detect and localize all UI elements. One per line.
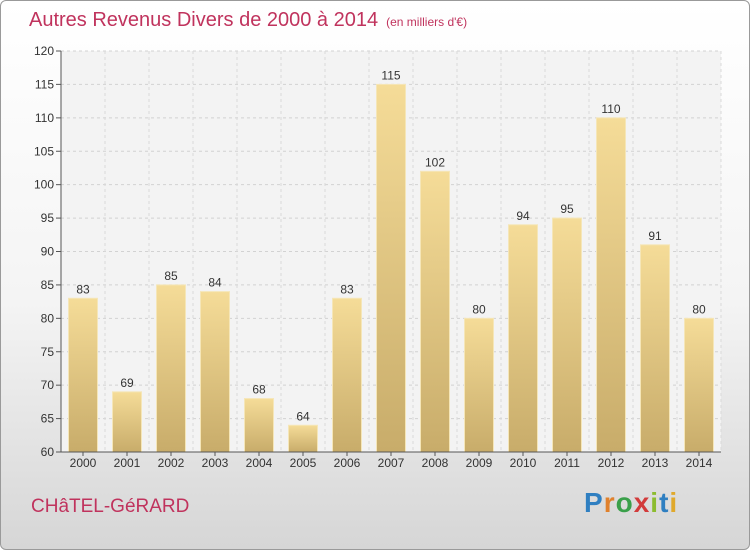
bar-value-label: 80 [472, 302, 486, 316]
bar [596, 117, 626, 453]
y-axis: 60 65 70 75 80 85 90 95 100 105 110 115 120 [34, 44, 62, 459]
y-tick-label: 60 [41, 445, 55, 459]
x-tick-label: 2013 [642, 456, 669, 470]
y-tick-label: 120 [34, 44, 54, 58]
bar [200, 291, 230, 453]
y-tick-label: 85 [41, 278, 55, 292]
x-tick-label: 2011 [554, 456, 580, 470]
x-tick-label: 2008 [422, 456, 449, 470]
y-tick-label: 65 [41, 412, 55, 426]
place-name: CHâTEL-GéRARD [31, 496, 190, 517]
bar-value-label: 80 [692, 302, 706, 316]
y-tick-label: 105 [34, 144, 54, 158]
y-tick-label: 100 [34, 178, 54, 192]
bar [288, 424, 318, 453]
bar-value-label: 110 [601, 102, 620, 116]
y-tick-label: 75 [41, 345, 55, 359]
bar-value-label: 64 [296, 409, 310, 423]
x-tick-label: 2004 [246, 456, 273, 470]
bar [420, 170, 450, 453]
bar [684, 317, 714, 453]
y-tick-label: 80 [41, 311, 55, 325]
bar-value-label: 115 [381, 68, 400, 82]
bar-value-label: 83 [76, 282, 90, 296]
bar-value-label: 83 [340, 282, 354, 296]
bar [156, 284, 186, 453]
x-tick-label: 2006 [334, 456, 361, 470]
y-tick-label: 110 [35, 111, 54, 125]
logo-letter: x [633, 487, 651, 518]
bar [244, 398, 274, 453]
value-labels: 83 69 85 84 68 64 83 115 102 80 94 95 110 91 80 [76, 68, 706, 423]
x-axis: 2000 2001 2002 2003 2004 2005 2006 2007 2008 2009… [61, 451, 721, 470]
logo-letter: t [659, 487, 670, 518]
bar [376, 83, 406, 453]
bar-value-label: 84 [208, 276, 222, 290]
y-tick-label: 115 [35, 77, 54, 91]
proxiti-logo: Proxiti [584, 487, 678, 519]
logo-letter: P [584, 487, 604, 518]
x-tick-label: 2012 [598, 456, 625, 470]
bar-value-label: 91 [648, 229, 662, 243]
y-tick-label: 90 [41, 245, 55, 259]
bar [112, 391, 142, 453]
x-tick-label: 2009 [466, 456, 493, 470]
x-tick-label: 2003 [202, 456, 229, 470]
logo-letter: i [650, 487, 660, 518]
logo-letter: o [615, 487, 634, 518]
x-tick-label: 2014 [686, 456, 713, 470]
bar-value-label: 68 [252, 383, 266, 397]
bar [464, 317, 494, 453]
bar [640, 244, 670, 453]
bar-value-label: 95 [560, 202, 574, 216]
bar [552, 217, 582, 453]
bar [332, 297, 362, 453]
y-tick-label: 70 [41, 378, 55, 392]
bar-value-label: 102 [425, 155, 445, 169]
y-tick-label: 95 [41, 211, 55, 225]
chart-subtitle: (en milliers d'€) [386, 15, 468, 29]
bar-value-label: 94 [516, 209, 530, 223]
x-tick-label: 2010 [510, 456, 537, 470]
logo-letter: r [603, 487, 616, 518]
x-tick-label: 2001 [114, 456, 141, 470]
logo-letter: i [669, 487, 679, 518]
x-tick-label: 2000 [70, 456, 97, 470]
bar-value-label: 85 [164, 269, 178, 283]
x-tick-label: 2002 [158, 456, 185, 470]
x-tick-label: 2007 [378, 456, 405, 470]
x-tick-label: 2005 [290, 456, 317, 470]
bar-value-label: 69 [120, 376, 134, 390]
chart-title: Autres Revenus Divers de 2000 à 2014 (en … [29, 9, 468, 31]
bar [68, 297, 98, 453]
bar [508, 224, 538, 453]
